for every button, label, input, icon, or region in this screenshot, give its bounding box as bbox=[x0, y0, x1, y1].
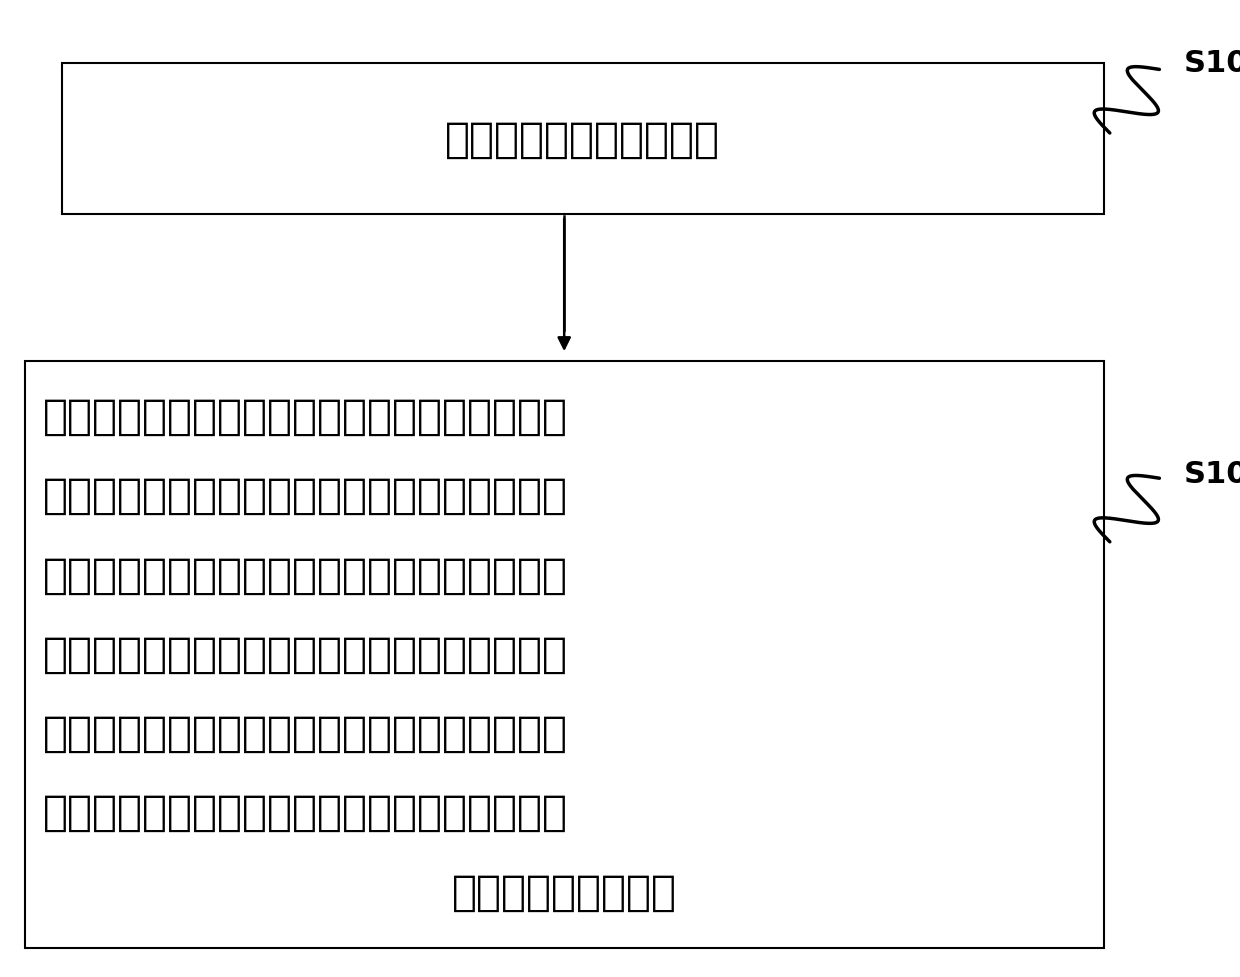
Bar bbox=[62, 64, 1104, 215]
Text: ，以使所述碳纳米管溶液在所述凸起结构的顶部: ，以使所述碳纳米管溶液在所述凸起结构的顶部 bbox=[43, 633, 568, 675]
Text: 与所述第二衬底之间形成毛细桥，随着所述碳纳: 与所述第二衬底之间形成毛细桥，随着所述碳纳 bbox=[43, 712, 568, 754]
Text: 所述凸起结构朝向所述沉积平面设置，并在所述: 所述凸起结构朝向所述沉积平面设置，并在所述 bbox=[43, 475, 568, 517]
Text: S102: S102 bbox=[1184, 459, 1240, 488]
Text: S101: S101 bbox=[1184, 49, 1240, 78]
Text: 米管溶液的蒸发，碳纳米管阵列形成于所述第一: 米管溶液的蒸发，碳纳米管阵列形成于所述第一 bbox=[43, 791, 568, 833]
Text: 衬底和第二衬底表面: 衬底和第二衬底表面 bbox=[451, 871, 677, 913]
Bar bbox=[25, 361, 1104, 948]
Text: 第一衬底与所述第二衬底之间引入碳纳米管溶液: 第一衬底与所述第二衬底之间引入碳纳米管溶液 bbox=[43, 554, 568, 596]
Text: 将所述第一衬底倒置在所述第二衬底上方，以使: 将所述第一衬底倒置在所述第二衬底上方，以使 bbox=[43, 396, 568, 438]
Text: 提供第一衬底和第二衬底: 提供第一衬底和第二衬底 bbox=[445, 118, 720, 160]
